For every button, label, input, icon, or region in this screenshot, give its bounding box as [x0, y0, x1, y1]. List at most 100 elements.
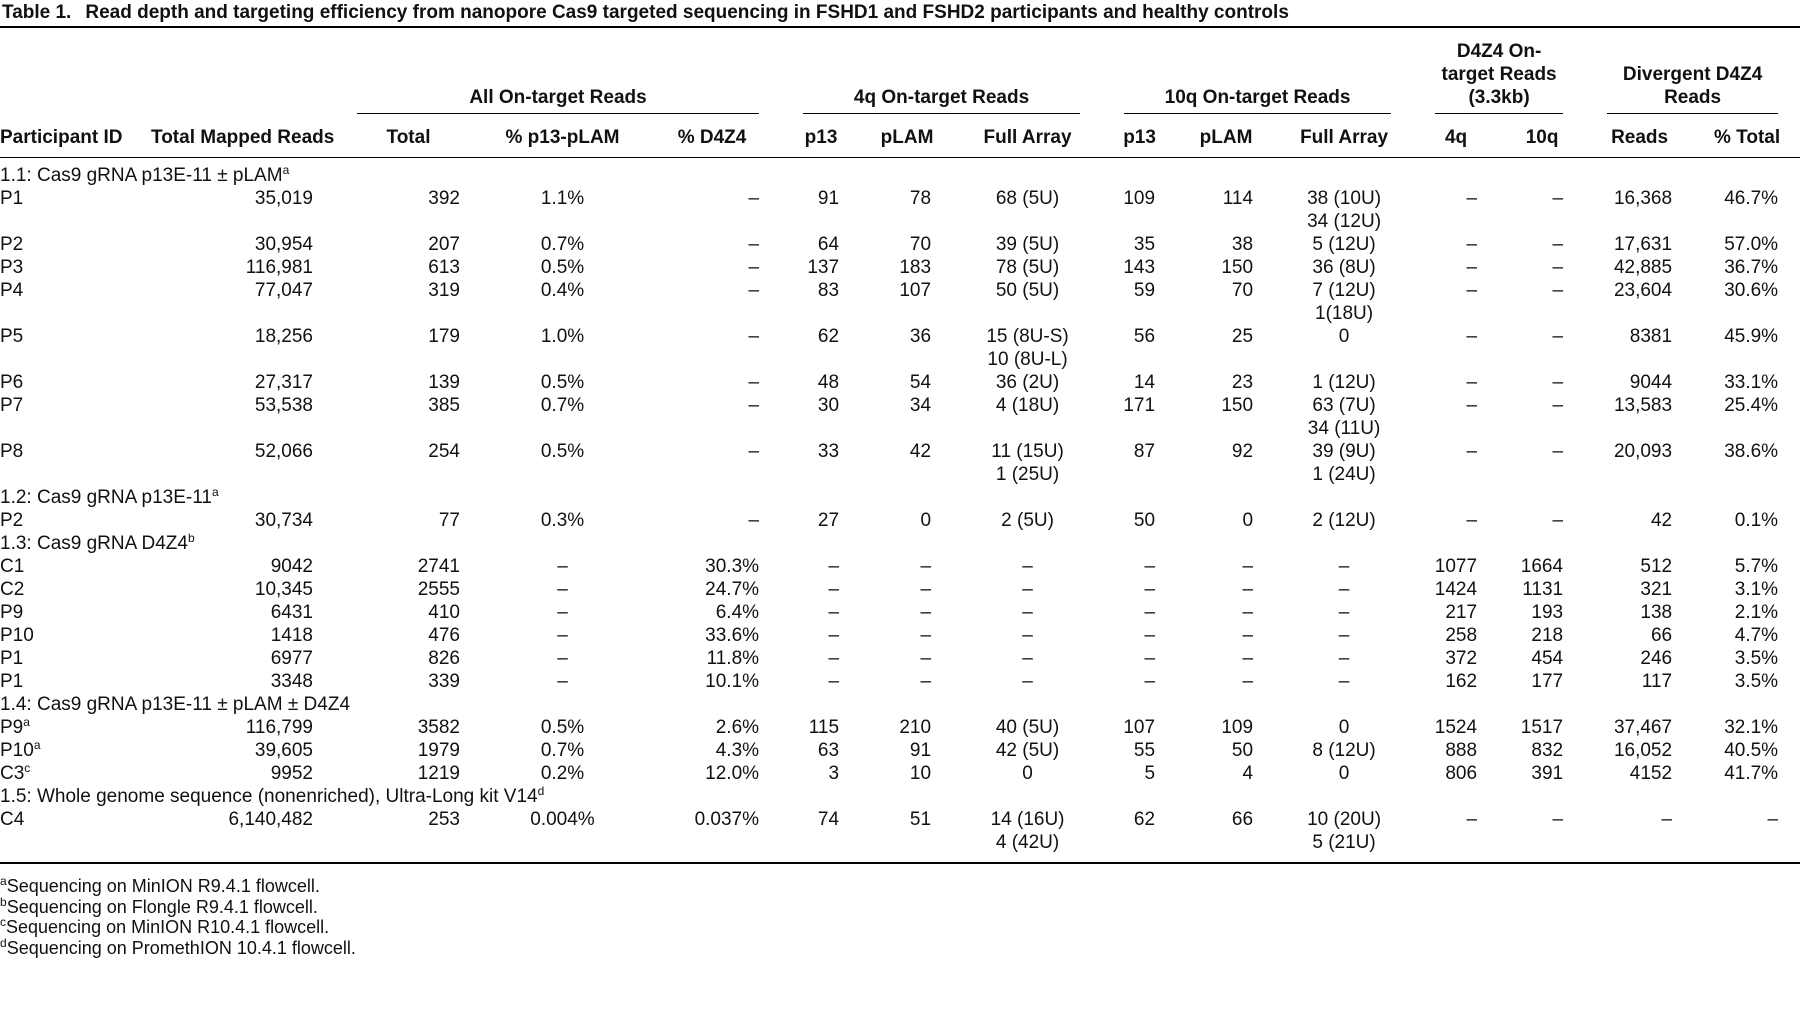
cell-line: 34 (12U) — [1307, 211, 1382, 232]
group-label: Divergent D4Z4 Reads — [1607, 63, 1779, 114]
table-cell: – — [1022, 602, 1033, 623]
section-label: 1.5: Whole genome sequence (nonenriched)… — [0, 785, 1800, 808]
id-text: P3 — [0, 257, 24, 278]
id-text: P5 — [0, 326, 24, 347]
table-cell: 66 — [1650, 625, 1673, 646]
table-cell: 5.7% — [1734, 556, 1779, 577]
table-cell: 33.1% — [1724, 372, 1779, 393]
id-text: P4 — [0, 280, 24, 301]
section-text: 1.2: Cas9 gRNA p13E-11 — [0, 487, 212, 508]
section-text: 1.5: Whole genome sequence (nonenriched)… — [0, 786, 538, 807]
column-header: Participant ID — [0, 126, 145, 158]
table-cell: – — [1661, 809, 1673, 830]
table-cell: 114 — [1222, 188, 1254, 209]
section-row: 1.3: Cas9 gRNA D4Z4b — [0, 532, 1800, 555]
table-cell: 4 (18U) — [995, 395, 1060, 416]
table-cell: 16,368 — [1613, 188, 1673, 209]
table-cell: 512 — [1640, 556, 1673, 577]
table-cell: 1424 — [1434, 579, 1478, 600]
table-cell: 1 (12U) — [1312, 372, 1376, 393]
table-cell: 150 — [1221, 395, 1254, 416]
data-row: P10a 39,605 1979 0.7% 4.3% 63 91 42 (5U) 55 50 8 (… — [0, 739, 1800, 762]
table-cell: 77 — [438, 510, 460, 531]
table-cell: 45.9% — [1724, 326, 1779, 347]
table-cell: – — [1242, 556, 1254, 577]
table-cell: 15 (8U-S) 10 (8U-L) — [953, 325, 1102, 371]
table-cell: 91 — [909, 740, 932, 761]
table-cell: 41.7% — [1724, 763, 1779, 784]
table-cell: 3582 — [417, 717, 460, 738]
table-cell: – — [1242, 671, 1254, 692]
data-row: P10 1418 476 – 33.6% – – – – – – 258 218 66 4.7% — [0, 624, 1800, 647]
group-header: 4q On-target Reads — [781, 28, 1102, 126]
group-label-line: (3.3kb) — [1468, 87, 1530, 108]
cell-line: 34 (11U) — [1307, 418, 1381, 439]
footnote-marker: a — [0, 874, 7, 888]
column-header: pLAM — [861, 126, 954, 158]
table-cell: 0 — [1338, 717, 1350, 738]
table-cell: – — [1338, 602, 1350, 623]
table-cell: – — [557, 625, 568, 646]
participant-id: P5 — [0, 325, 145, 371]
table-cell: 18,256 — [254, 326, 313, 347]
table-cell: 0 — [920, 510, 932, 531]
table-cell: 218 — [1531, 625, 1564, 646]
table-cell: 59 — [1133, 280, 1156, 301]
table-cell: 0.2% — [540, 763, 585, 784]
table-cell: 0.7% — [540, 234, 585, 255]
table-cell: 0.037% — [694, 809, 760, 830]
top-rule — [0, 26, 1800, 28]
table-cell: 70 — [909, 234, 932, 255]
participant-id: P1 — [0, 670, 145, 693]
table-cell: 0.3% — [540, 510, 585, 531]
table-cell: – — [1466, 809, 1478, 830]
table-cell: 1.1% — [540, 188, 585, 209]
column-header: p13 — [1102, 126, 1178, 158]
table-cell: 30.3% — [705, 556, 760, 577]
table-cell: 183 — [899, 257, 932, 278]
table-cell: 3.5% — [1734, 648, 1779, 669]
column-header: Total Mapped Reads — [145, 126, 335, 158]
table-cell: 246 — [1640, 648, 1673, 669]
table-cell: 392 — [428, 188, 460, 209]
section-label: 1.1: Cas9 gRNA p13E-11 ± pLAMa — [0, 158, 1800, 188]
data-row: P6 27,317 139 0.5% – 48 54 36 (2U) 14 23 1 (12U) – –… — [0, 371, 1800, 394]
table-cell: 74 — [817, 809, 840, 830]
table-cell: 0.5% — [540, 717, 585, 738]
column-header: % Total — [1694, 126, 1800, 158]
group-label-line: D4Z4 On- — [1456, 41, 1542, 62]
table-cell: 23,604 — [1613, 280, 1673, 301]
participant-id: C2 — [0, 578, 145, 601]
table-cell: 39 (5U) — [995, 234, 1060, 255]
table-cell: 0.7% — [540, 740, 585, 761]
footnote-marker: c — [24, 761, 31, 775]
footnote-text: Sequencing on MinION R10.4.1 flowcell. — [6, 917, 330, 937]
table-cell: – — [920, 648, 932, 669]
table-cell: 83 — [817, 280, 840, 301]
table-cell: – — [1022, 671, 1033, 692]
table-cell: 20,093 — [1613, 441, 1673, 462]
group-label-line: Divergent D4Z4 — [1622, 64, 1763, 85]
column-header: % p13-pLAM — [482, 126, 643, 158]
table-cell: 3 — [828, 763, 840, 784]
cell-line: 5 (21U) — [1312, 832, 1376, 853]
table-cell: – — [1466, 441, 1478, 462]
table-cell: – — [1552, 280, 1564, 301]
data-row: C2 10,345 2555 – 24.7% – – – – – – 1424 1131 321 3.1% — [0, 578, 1800, 601]
table-cell: 39 (9U) 1 (24U) — [1275, 440, 1413, 486]
participant-id: P3 — [0, 256, 145, 279]
footnote-text: Sequencing on MinION R9.4.1 flowcell. — [6, 876, 320, 896]
table-cell: 35 — [1133, 234, 1156, 255]
table-cell: 2555 — [417, 579, 460, 600]
table-cell: 116,981 — [245, 257, 313, 278]
participant-id: P4 — [0, 279, 145, 325]
table-cell: 25 — [1231, 326, 1254, 347]
table-cell: – — [1767, 809, 1779, 830]
table-cell: 63 (7U) 34 (11U) — [1275, 394, 1413, 440]
table-cell: – — [748, 280, 760, 301]
table-title: Table 1. Read depth and targeting efficie… — [0, 0, 1800, 26]
table-cell: 258 — [1445, 625, 1478, 646]
id-text: P7 — [0, 395, 24, 416]
table-cell: 42 — [1650, 510, 1673, 531]
participant-id: P1 — [0, 647, 145, 670]
